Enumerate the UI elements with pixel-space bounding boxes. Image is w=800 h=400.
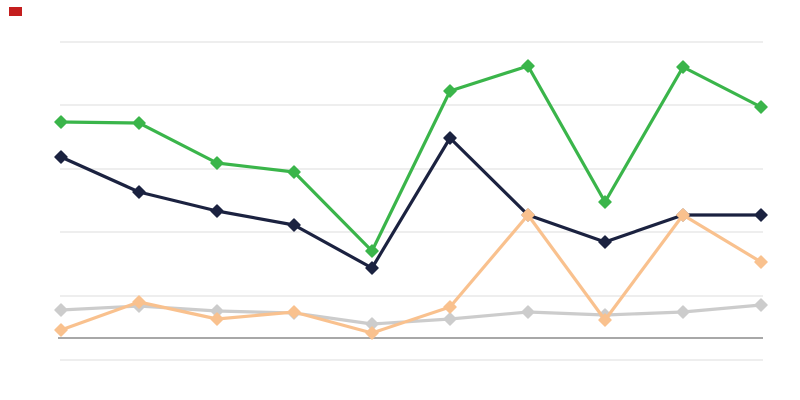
- marker-diamond-dark-navy: [598, 235, 612, 249]
- marker-diamond-light-orange: [754, 255, 768, 269]
- marker-diamond-dark-navy: [754, 208, 768, 222]
- marker-diamond-dark-navy: [132, 185, 146, 199]
- marker-diamond-light-gray: [521, 305, 535, 319]
- marker-diamond-light-orange: [365, 326, 379, 340]
- series-line-green: [59, 64, 763, 253]
- series-light-gray: [54, 298, 768, 331]
- marker-diamond-light-orange: [210, 312, 224, 326]
- marker-diamond-light-orange: [676, 208, 690, 222]
- marker-diamond-green: [287, 165, 301, 179]
- marker-diamond-light-orange: [54, 323, 68, 337]
- series-line-light-orange: [59, 213, 763, 335]
- marker-diamond-green: [676, 60, 690, 74]
- marker-diamond-green: [132, 116, 146, 130]
- marker-diamond-light-gray: [754, 298, 768, 312]
- marker-diamond-light-orange: [287, 305, 301, 319]
- marker-diamond-dark-navy: [210, 204, 224, 218]
- marker-diamond-light-orange: [521, 208, 535, 222]
- red-marker: [9, 7, 22, 16]
- series-light-orange: [54, 208, 768, 340]
- marker-diamond-light-gray: [676, 305, 690, 319]
- series-green: [54, 59, 768, 258]
- marker-diamond-green: [54, 115, 68, 129]
- marker-diamond-dark-navy: [287, 218, 301, 232]
- marker-diamond-light-gray: [54, 303, 68, 317]
- marker-diamond-light-orange: [598, 313, 612, 327]
- marker-diamond-dark-navy: [54, 150, 68, 164]
- marker-diamond-green: [521, 59, 535, 73]
- series-line-dark-navy: [59, 136, 763, 270]
- marker-diamond-dark-navy: [443, 131, 457, 145]
- marker-diamond-dark-navy: [365, 261, 379, 275]
- marker-diamond-light-orange: [443, 300, 457, 314]
- marker-diamond-light-gray: [443, 312, 457, 326]
- marker-diamond-green: [443, 84, 457, 98]
- marker-diamond-green: [210, 156, 224, 170]
- marker-diamond-green: [365, 244, 379, 258]
- marker-diamond-green: [598, 195, 612, 209]
- marker-diamond-green: [754, 100, 768, 114]
- marker-diamond-light-orange: [132, 295, 146, 309]
- series-dark-navy: [54, 131, 768, 275]
